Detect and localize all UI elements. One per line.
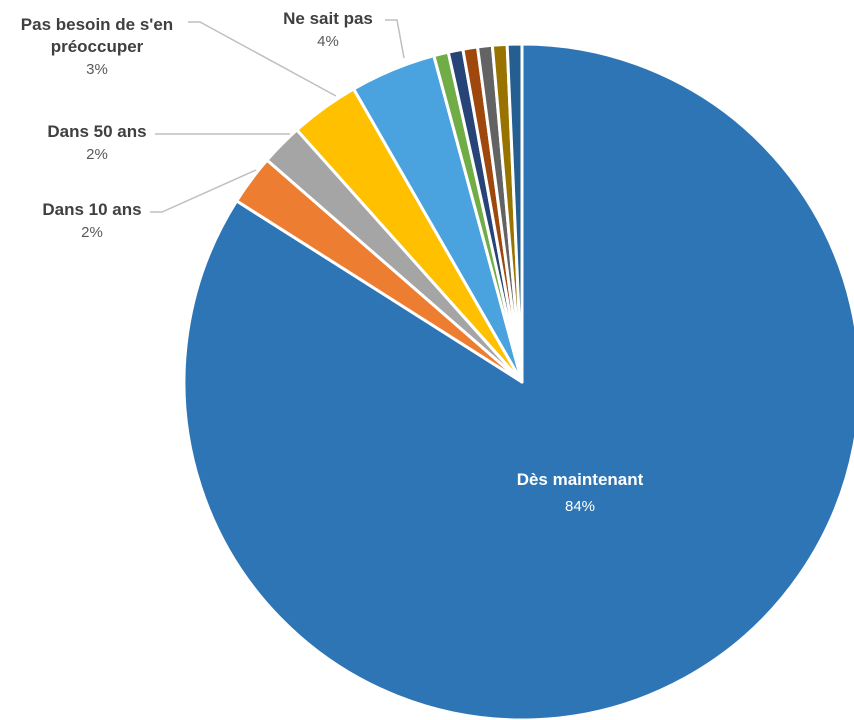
data-label-percent-des-maintenant: 84% <box>565 498 595 515</box>
data-label-name-ne-sait-pas: Ne sait pas <box>283 9 373 28</box>
data-label-name-dans-50-ans: Dans 50 ans <box>47 122 146 141</box>
data-label-percent-pas-besoin-de-s-en-preoccuper: 3% <box>86 61 108 78</box>
data-label-percent-dans-10-ans: 2% <box>81 224 103 241</box>
pie-slice-slice-10 <box>505 42 524 384</box>
pie-slices <box>182 42 854 720</box>
data-labels: Dès maintenant 84% Dans 10 ans 2% Dans 50 an… <box>21 9 644 515</box>
data-label-name-des-maintenant: Dès maintenant <box>517 470 644 489</box>
leader-line-ne-sait-pas <box>385 19 405 59</box>
data-label-percent-ne-sait-pas: 4% <box>317 33 339 50</box>
data-label-name-pas-besoin-de-s-en-preoccuper-line-2: préoccuper <box>51 37 144 56</box>
data-label-percent-dans-50-ans: 2% <box>86 146 108 163</box>
leader-line-pas-besoin-de-s-en-preoccuper <box>188 21 337 97</box>
label-leader-lines <box>150 19 405 213</box>
leader-line-dans-10-ans <box>150 169 257 213</box>
data-label-name-dans-10-ans: Dans 10 ans <box>42 200 141 219</box>
pie-slice-des-maintenant <box>182 42 854 720</box>
data-label-name-pas-besoin-de-s-en-preoccuper-line-1: Pas besoin de s'en <box>21 15 173 34</box>
